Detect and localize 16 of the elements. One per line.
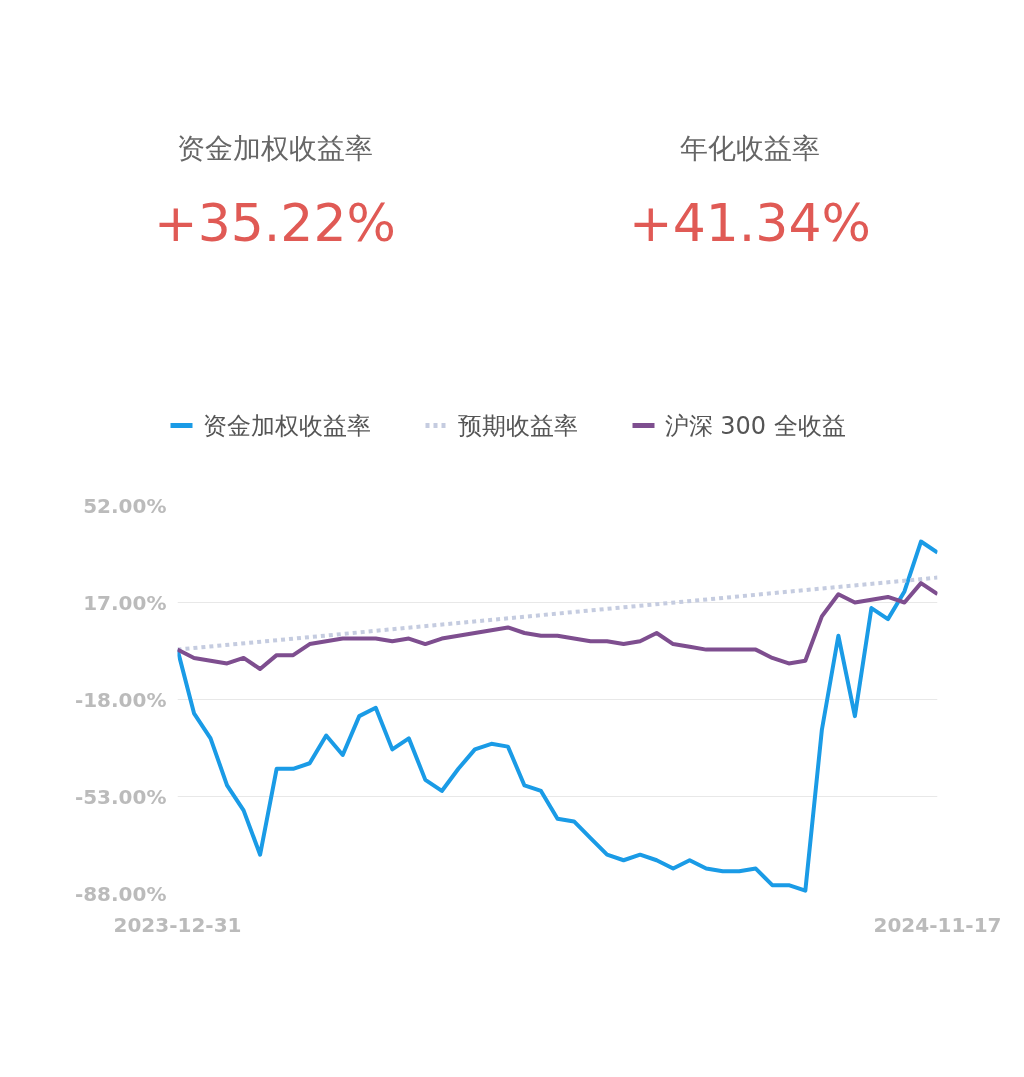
y-tick-label: -53.00% — [74, 784, 167, 809]
line-series — [177, 539, 938, 893]
y-tick-label: -18.00% — [74, 687, 167, 712]
legend-label: 预期收益率 — [457, 411, 578, 440]
line-series — [177, 581, 938, 672]
text: +35.22% — [154, 192, 396, 253]
y-tick-label: -88.00% — [74, 881, 167, 906]
legend-label: 资金加权收益率 — [202, 411, 371, 440]
x-tick-label: 2024-11-17 — [873, 912, 1002, 937]
y-tick-label: 52.00% — [83, 493, 167, 518]
y-tick-label: 17.00% — [83, 590, 167, 615]
text: 年化收益率 — [680, 132, 820, 165]
x-tick-label: 2023-12-31 — [113, 912, 242, 937]
legend-label: 沪深 300 全收益 — [664, 411, 846, 440]
text: +41.34% — [629, 192, 871, 253]
text: 资金加权收益率 — [177, 132, 373, 165]
